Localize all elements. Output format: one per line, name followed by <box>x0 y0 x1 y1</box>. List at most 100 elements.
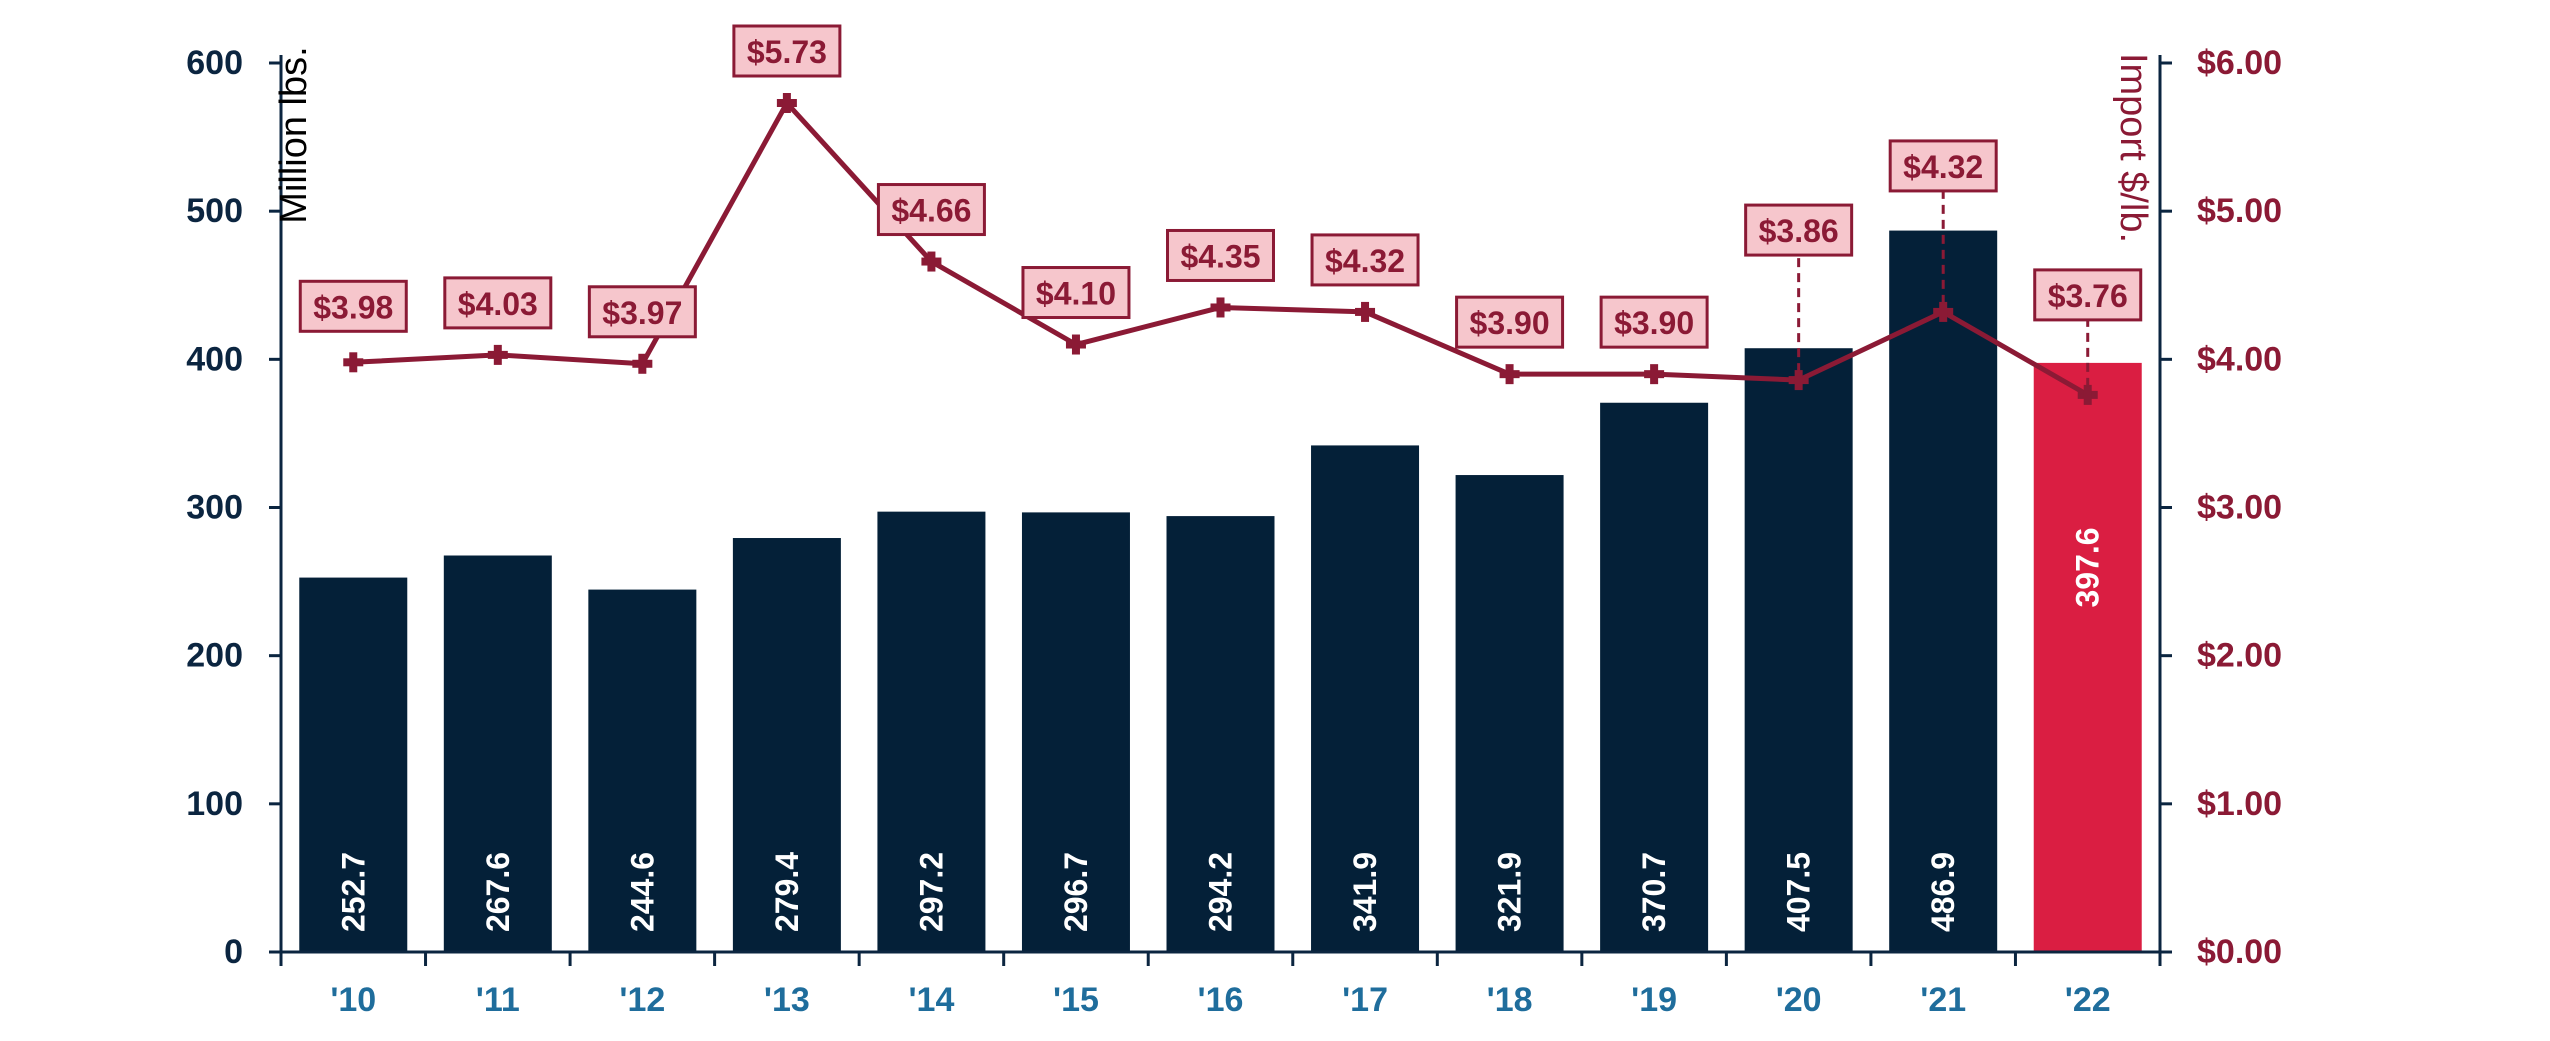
bar-value-label: 244.6 <box>624 852 660 932</box>
price-marker <box>921 251 942 272</box>
bar <box>1021 512 1130 952</box>
price-label-box <box>1021 266 1131 320</box>
price-marker-v <box>1650 364 1659 385</box>
price-label-box <box>443 276 553 330</box>
price-marker-v <box>1505 364 1514 385</box>
price-marker <box>776 93 797 114</box>
price-marker <box>1933 301 1954 322</box>
labels-layer: $3.98 $4.03 $3.97 $5.73 $4.66 $4.10 $4.35 $4.32… <box>298 24 2143 387</box>
bar-value-label: 486.9 <box>1925 852 1961 932</box>
price-label-box <box>1599 295 1709 349</box>
y2-tick-label: $1.00 <box>2197 785 2282 823</box>
price-value-label: $3.90 <box>1470 305 1550 341</box>
bars-layer: 252.7 267.6 244.6 279.4 297.2 296.7 294.2 341.9… <box>299 230 2142 952</box>
price-marker-v <box>2083 384 2092 405</box>
y2-tick-label: $5.00 <box>2197 192 2282 230</box>
bar <box>1600 402 1709 952</box>
bar <box>1166 516 1275 952</box>
bar-value-label: 321.9 <box>1492 852 1528 932</box>
price-marker <box>2077 384 2098 405</box>
price-marker-v <box>927 251 936 272</box>
bar <box>1889 230 1998 952</box>
price-marker <box>1644 364 1665 385</box>
price-value-label: $3.97 <box>602 295 682 331</box>
x-tick-label: '20 <box>1776 981 1822 1019</box>
price-line-layer <box>343 93 2098 405</box>
price-label-box <box>2033 268 2143 322</box>
bar-value-label: 341.9 <box>1347 852 1383 932</box>
price-marker-v <box>1071 334 1080 355</box>
price-marker-v <box>1794 370 1803 391</box>
price-marker-v <box>1216 297 1225 318</box>
bar-value-label: 407.5 <box>1781 852 1817 932</box>
price-label-box <box>876 183 986 237</box>
price-label-box <box>1888 139 1998 193</box>
bar-value-label: 279.4 <box>769 852 805 932</box>
price-value-label: $3.86 <box>1759 213 1839 249</box>
price-marker-v <box>782 93 791 114</box>
x-tick-label: '10 <box>330 981 376 1019</box>
x-tick-label: '17 <box>1342 981 1388 1019</box>
bar <box>299 577 408 952</box>
x-tick-label: '12 <box>619 981 665 1019</box>
y-axis-title: Million lbs. <box>273 46 315 223</box>
price-marker-v <box>638 353 647 374</box>
price-marker <box>1065 334 1086 355</box>
price-value-label: $4.32 <box>1325 243 1405 279</box>
price-marker-v <box>493 344 502 365</box>
price-marker <box>343 352 364 373</box>
price-value-label: $4.32 <box>1903 149 1983 185</box>
bar <box>1455 475 1564 952</box>
price-marker <box>1499 364 1520 385</box>
x-tick-label: '13 <box>764 981 810 1019</box>
bar <box>443 555 552 952</box>
bar <box>2033 362 2142 952</box>
x-tick-label: '11 <box>476 981 520 1019</box>
bar-value-label: 297.2 <box>913 852 949 932</box>
axes-layer: 0 100 200 300 400 500 600 $0.00 $1.00 $2.00 $3.00 $… <box>186 44 2282 1019</box>
y2-tick-label: $0.00 <box>2197 933 2282 971</box>
x-tick-label: '19 <box>1631 981 1677 1019</box>
bar-value-label: 267.6 <box>480 852 516 932</box>
price-marker <box>632 353 653 374</box>
bar-value-label: 370.7 <box>1636 852 1672 932</box>
bar <box>588 589 697 952</box>
price-label-box <box>298 279 408 333</box>
price-label-box <box>587 285 697 339</box>
y-tick-label: 0 <box>224 933 243 971</box>
price-label-box <box>1310 233 1420 287</box>
y-tick-label: 500 <box>186 192 243 230</box>
y2-tick-label: $4.00 <box>2197 340 2282 378</box>
price-value-label: $4.10 <box>1036 276 1116 312</box>
y2-tick-label: $6.00 <box>2197 44 2282 82</box>
bar <box>1744 348 1853 952</box>
price-value-label: $3.76 <box>2048 278 2128 314</box>
x-tick-label: '16 <box>1198 981 1244 1019</box>
price-value-label: $3.90 <box>1614 305 1694 341</box>
price-label-box <box>732 24 842 78</box>
bar-value-label: 296.7 <box>1058 852 1094 932</box>
y2-axis-title: Import $/lb. <box>2112 53 2154 243</box>
x-tick-label: '14 <box>908 981 954 1019</box>
price-marker <box>487 344 508 365</box>
x-tick-label: '15 <box>1053 981 1099 1019</box>
price-value-label: $4.66 <box>891 193 971 229</box>
bar-value-label: 397.6 <box>2070 527 2106 607</box>
price-marker <box>1210 297 1231 318</box>
y-tick-label: 200 <box>186 637 243 675</box>
y-tick-label: 400 <box>186 340 243 378</box>
y-tick-label: 100 <box>186 785 243 823</box>
price-value-label: $4.03 <box>458 286 538 322</box>
y2-tick-label: $3.00 <box>2197 489 2282 527</box>
x-tick-label: '22 <box>2065 981 2111 1019</box>
price-value-label: $5.73 <box>747 34 827 70</box>
y-tick-label: 600 <box>186 44 243 82</box>
bar <box>732 538 841 952</box>
price-marker <box>1355 301 1376 322</box>
bar <box>877 511 986 952</box>
y-tick-label: 300 <box>186 489 243 527</box>
bar <box>1311 445 1420 952</box>
price-value-label: $4.35 <box>1180 238 1260 274</box>
x-tick-label: '18 <box>1487 981 1533 1019</box>
